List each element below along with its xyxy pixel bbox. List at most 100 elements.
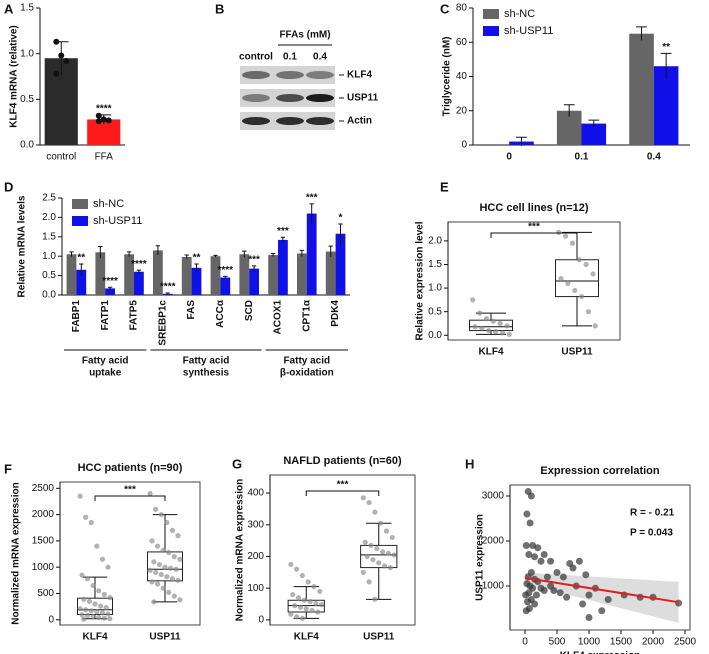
panel-label: E bbox=[440, 179, 449, 194]
data-point bbox=[53, 70, 60, 77]
significance: *** bbox=[337, 480, 349, 491]
x-tick-label: KLF4 bbox=[83, 632, 108, 643]
data-point bbox=[563, 593, 571, 601]
bar bbox=[95, 252, 106, 295]
data-point bbox=[522, 591, 530, 599]
x-tick-label: USP11 bbox=[149, 632, 181, 643]
data-point bbox=[58, 52, 65, 59]
lane-label: control bbox=[239, 52, 273, 63]
data-point bbox=[381, 563, 388, 569]
data-point bbox=[374, 545, 380, 552]
data-point bbox=[479, 325, 485, 331]
y-tick-label: 0.5 bbox=[20, 94, 34, 105]
data-point bbox=[372, 509, 378, 515]
error-bar bbox=[194, 263, 199, 272]
data-point bbox=[526, 519, 534, 527]
x-tick-label: SREBP1c bbox=[157, 300, 168, 346]
error-bar bbox=[242, 250, 247, 258]
blot-band bbox=[276, 71, 304, 79]
data-point bbox=[486, 327, 492, 334]
data-point bbox=[175, 577, 181, 583]
error-bar bbox=[588, 119, 600, 128]
data-point bbox=[590, 271, 596, 277]
bar bbox=[210, 256, 221, 295]
data-point bbox=[77, 606, 83, 612]
blot-band bbox=[276, 94, 304, 102]
bar bbox=[653, 66, 679, 145]
error-bar bbox=[280, 236, 286, 243]
significance: **** bbox=[102, 276, 118, 287]
error-bar bbox=[155, 245, 161, 256]
data-point bbox=[372, 596, 378, 602]
box bbox=[77, 597, 113, 615]
y-tick-label: 1500 bbox=[32, 536, 55, 547]
bar bbox=[335, 233, 346, 295]
fit-line bbox=[524, 576, 679, 604]
data-point bbox=[177, 597, 183, 603]
data-point bbox=[497, 320, 503, 327]
x-tick-label: SCD bbox=[244, 300, 255, 321]
error-bar bbox=[563, 104, 575, 117]
data-point bbox=[362, 539, 368, 545]
bar bbox=[105, 288, 115, 295]
x-tick-label: FABP1 bbox=[71, 300, 82, 333]
y-tick-label: 60 bbox=[456, 37, 468, 48]
bar bbox=[325, 251, 336, 295]
lane-label: 0.4 bbox=[313, 52, 327, 63]
data-point bbox=[166, 589, 172, 596]
y-tick-label: 20 bbox=[456, 105, 468, 116]
data-point bbox=[317, 588, 323, 594]
confidence-band bbox=[524, 572, 679, 623]
data-point bbox=[164, 519, 170, 526]
data-point bbox=[387, 565, 393, 571]
y-tick-label: 1000 bbox=[32, 562, 55, 573]
data-point bbox=[149, 538, 155, 544]
data-point bbox=[315, 609, 321, 615]
y-tick-label: 0.0 bbox=[20, 140, 34, 151]
data-point bbox=[470, 297, 476, 303]
data-point bbox=[96, 588, 102, 594]
data-point bbox=[95, 112, 102, 119]
error-bar bbox=[299, 249, 305, 257]
data-point bbox=[483, 316, 490, 322]
y-axis-label: Normalized mRNA expression bbox=[11, 482, 22, 624]
significance: **** bbox=[218, 265, 234, 276]
data-point bbox=[83, 514, 89, 520]
significance: ** bbox=[662, 42, 670, 53]
significance: ** bbox=[193, 253, 201, 264]
significance-bracket bbox=[94, 495, 166, 501]
data-point bbox=[569, 564, 577, 572]
data-point bbox=[94, 609, 100, 615]
significance: *** bbox=[306, 192, 318, 203]
y-tick-label: 1.5 bbox=[428, 259, 442, 270]
data-point bbox=[531, 600, 539, 608]
x-tick-label: 0 bbox=[506, 152, 512, 163]
data-point bbox=[391, 552, 397, 558]
data-point bbox=[319, 602, 325, 608]
error-bar bbox=[126, 251, 132, 257]
y-tick-label: 0 bbox=[258, 615, 264, 626]
data-point bbox=[154, 543, 161, 549]
data-point bbox=[88, 519, 94, 526]
data-point bbox=[86, 598, 93, 604]
data-point bbox=[311, 584, 317, 590]
y-tick-label: 80 bbox=[456, 3, 468, 14]
data-point bbox=[147, 490, 153, 497]
bar bbox=[249, 268, 259, 295]
data-point bbox=[105, 611, 111, 617]
data-point bbox=[522, 607, 530, 615]
data-point bbox=[307, 598, 313, 605]
data-point bbox=[294, 614, 300, 620]
y-tick-label: 40 bbox=[456, 71, 468, 82]
data-point bbox=[88, 608, 94, 614]
chart-title: HCC patients (n=90) bbox=[78, 462, 183, 474]
data-point bbox=[149, 579, 155, 585]
x-axis-label: KLF4 expression bbox=[560, 651, 641, 654]
y-tick-label: 2.5 bbox=[42, 193, 56, 204]
data-point bbox=[562, 233, 569, 239]
data-point bbox=[97, 603, 104, 609]
group-label: β-oxidation bbox=[280, 368, 334, 379]
y-tick-label: 300 bbox=[247, 519, 264, 530]
bar bbox=[66, 254, 77, 295]
data-point bbox=[53, 38, 60, 45]
